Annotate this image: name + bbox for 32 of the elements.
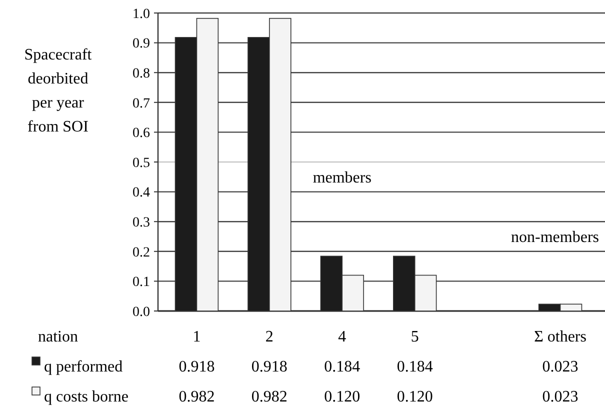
y-tick-label: 0.9	[132, 36, 150, 52]
y-axis-title: Spacecraft deorbited per year from SOI	[24, 46, 92, 136]
x-axis-title: nation	[38, 328, 78, 346]
data-label: 0.982	[251, 388, 288, 406]
data-label: 0.184	[324, 358, 360, 376]
data-label: 0.120	[324, 388, 360, 406]
data-label: 0.918	[178, 358, 215, 376]
data-label: 0.023	[542, 388, 578, 406]
annotation: non-members	[511, 229, 599, 246]
y-tick-label: 0.1	[132, 275, 150, 290]
y-tick-label: 0.4	[132, 186, 150, 201]
legend-label: q costs borne	[44, 388, 128, 406]
data-label: 0.918	[251, 358, 288, 376]
data-label: 0.120	[396, 388, 433, 406]
y-tick-label: 0.0	[132, 304, 150, 320]
annotation: members	[312, 170, 372, 186]
x-tick-label: 4	[338, 328, 346, 346]
data-label: 0.982	[178, 388, 215, 406]
data-label: 0.184	[396, 358, 433, 376]
y-tick-label: 0.3	[132, 216, 150, 230]
legend-label: q performed	[44, 358, 123, 376]
x-tick-label: 2	[265, 328, 274, 346]
y-tick-label: 0.5	[132, 156, 150, 171]
y-tick-label: 0.7	[132, 96, 150, 112]
y-tick-label: 0.2	[132, 245, 150, 260]
y-tick-label: 0.8	[132, 66, 150, 82]
data-label: 0.023	[542, 358, 578, 376]
x-tick-label: 5	[410, 328, 419, 346]
y-tick-label: 0.6	[132, 126, 150, 142]
y-tick-label: 1.0	[132, 6, 150, 22]
x-tick-label: Σ others	[534, 328, 586, 346]
x-tick-label: 1	[192, 328, 201, 346]
